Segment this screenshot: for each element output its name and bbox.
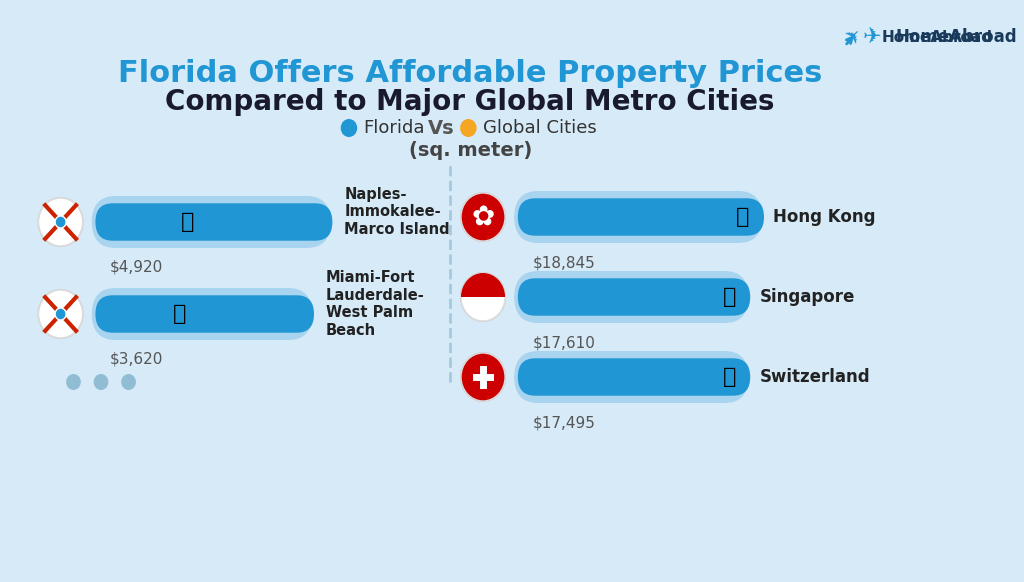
Text: Switzerland: Switzerland xyxy=(760,368,870,386)
Wedge shape xyxy=(461,273,505,297)
Circle shape xyxy=(39,290,83,338)
Text: 🏴: 🏴 xyxy=(53,302,69,326)
FancyBboxPatch shape xyxy=(92,288,312,340)
Circle shape xyxy=(460,119,476,137)
Text: 🇸🇬: 🇸🇬 xyxy=(468,285,498,309)
Text: 💵: 💵 xyxy=(723,367,736,387)
Text: Florida Offers Affordable Property Prices: Florida Offers Affordable Property Price… xyxy=(118,59,822,88)
FancyBboxPatch shape xyxy=(95,203,333,241)
Text: HomeAbroad: HomeAbroad xyxy=(895,28,1017,46)
Text: Hong Kong: Hong Kong xyxy=(773,208,876,226)
Text: ✈: ✈ xyxy=(863,27,882,47)
Text: Compared to Major Global Metro Cities: Compared to Major Global Metro Cities xyxy=(166,88,775,116)
Circle shape xyxy=(39,198,83,246)
FancyBboxPatch shape xyxy=(92,196,331,248)
Circle shape xyxy=(39,198,83,246)
Text: Global Cities: Global Cities xyxy=(483,119,597,137)
Circle shape xyxy=(121,374,136,390)
FancyBboxPatch shape xyxy=(518,359,751,396)
Text: Vs: Vs xyxy=(427,119,454,137)
Circle shape xyxy=(461,273,505,321)
Text: Florida: Florida xyxy=(364,119,425,137)
Text: $4,920: $4,920 xyxy=(111,260,164,275)
Text: (sq. meter): (sq. meter) xyxy=(409,140,531,159)
Text: $17,495: $17,495 xyxy=(532,415,596,430)
FancyBboxPatch shape xyxy=(95,295,314,333)
Text: HomeAbroad: HomeAbroad xyxy=(882,30,992,45)
Circle shape xyxy=(461,353,505,401)
FancyBboxPatch shape xyxy=(518,278,751,315)
Circle shape xyxy=(93,374,109,390)
Text: ✿: ✿ xyxy=(471,203,495,231)
FancyBboxPatch shape xyxy=(514,351,749,403)
FancyBboxPatch shape xyxy=(518,198,764,236)
FancyBboxPatch shape xyxy=(514,191,762,243)
Text: Miami-Fort
Lauderdale-
West Palm
Beach: Miami-Fort Lauderdale- West Palm Beach xyxy=(326,271,425,338)
Circle shape xyxy=(461,353,505,401)
Circle shape xyxy=(55,308,67,320)
Circle shape xyxy=(461,193,505,241)
FancyBboxPatch shape xyxy=(514,271,749,323)
Circle shape xyxy=(461,273,505,321)
Text: Naples-
Immokalee-
Marco Island: Naples- Immokalee- Marco Island xyxy=(344,187,450,237)
Text: 💵: 💵 xyxy=(180,212,194,232)
Text: 🇨🇭: 🇨🇭 xyxy=(468,365,498,389)
Text: 💵: 💵 xyxy=(723,287,736,307)
Text: 💵: 💵 xyxy=(735,207,749,227)
Circle shape xyxy=(39,290,83,338)
Text: Singapore: Singapore xyxy=(760,288,855,306)
FancyBboxPatch shape xyxy=(9,10,931,572)
Circle shape xyxy=(55,216,67,228)
Circle shape xyxy=(341,119,357,137)
Text: 🏴: 🏴 xyxy=(53,210,69,234)
Text: 🇭🇰: 🇭🇰 xyxy=(468,205,498,229)
Text: $3,620: $3,620 xyxy=(111,352,164,367)
Text: $18,845: $18,845 xyxy=(532,255,595,270)
Circle shape xyxy=(461,193,505,241)
Text: ✈: ✈ xyxy=(841,24,867,50)
Text: 💵: 💵 xyxy=(173,304,186,324)
Text: $17,610: $17,610 xyxy=(532,335,596,350)
Circle shape xyxy=(67,374,81,390)
